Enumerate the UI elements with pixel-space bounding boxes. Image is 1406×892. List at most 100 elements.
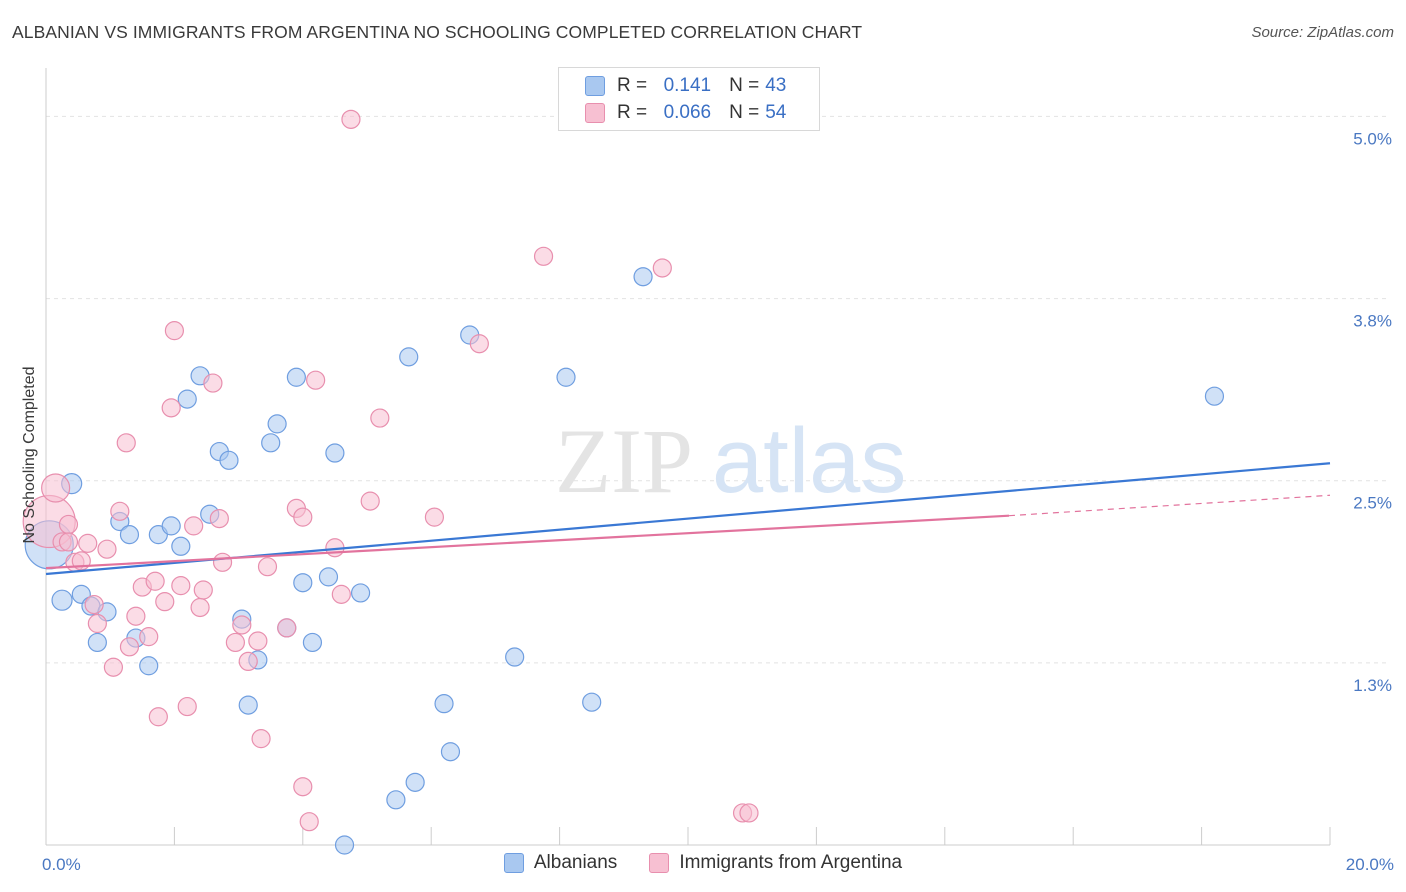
tick-labels: 1.3% 2.5% 3.8% 5.0% 0.0% 20.0% [42, 129, 1394, 874]
point-albanians [171, 536, 191, 556]
trend-line-argentina-extension [1008, 494, 1331, 517]
watermark: ZIP atlas [555, 410, 906, 512]
point-argentina [652, 258, 672, 278]
point-argentina [257, 557, 278, 577]
chart-title: ALBANIAN VS IMMIGRANTS FROM ARGENTINA NO… [12, 22, 863, 42]
point-argentina [306, 370, 326, 390]
point-albanians [440, 742, 461, 762]
legend-row-albanians: R = 0.141 N = 43 [585, 74, 786, 98]
x-tick-label: 20.0% [1346, 855, 1394, 874]
correlation-legend: R = 0.141 N = 43 R = 0.066 N = 54 [558, 67, 820, 131]
points-layer [22, 109, 1225, 855]
point-argentina [78, 533, 98, 553]
y-axis-label: No Schooling Completed [21, 367, 38, 544]
point-albanians [286, 367, 306, 387]
legend-row-argentina: R = 0.066 N = 54 [585, 101, 786, 125]
point-argentina [238, 651, 258, 672]
point-albanians [334, 835, 355, 855]
legend-swatch-albanians [585, 76, 605, 96]
point-albanians [399, 347, 419, 367]
point-albanians [302, 632, 323, 653]
legend-swatch-albanians [503, 853, 524, 873]
point-argentina [87, 613, 107, 634]
point-argentina [360, 491, 380, 511]
point-argentina [203, 373, 223, 393]
legend-n-value: 54 [765, 102, 787, 123]
point-argentina [148, 707, 168, 727]
legend-n-label: N = [729, 75, 760, 96]
point-argentina [248, 631, 268, 651]
point-argentina [193, 580, 213, 600]
point-albanians [119, 525, 140, 545]
point-argentina [97, 539, 117, 559]
point-albanians [51, 589, 73, 611]
grid-lines [46, 115, 1390, 664]
series-legend: Albanians Immigrants from Argentina [0, 852, 1406, 874]
point-argentina [161, 398, 181, 418]
point-argentina [299, 812, 319, 832]
point-albanians [238, 695, 258, 715]
legend-r-value: 0.141 [663, 75, 712, 96]
point-argentina [293, 507, 313, 527]
point-albanians [318, 567, 339, 587]
point-argentina [155, 592, 175, 612]
point-argentina [164, 321, 184, 341]
point-albanians [386, 790, 406, 810]
point-albanians [582, 692, 602, 712]
point-albanians [261, 433, 281, 453]
watermark-zip: ZIP [555, 410, 693, 512]
point-argentina [225, 632, 245, 653]
point-albanians [405, 772, 425, 792]
point-albanians [505, 647, 525, 667]
y-tick-label: 1.3% [1353, 676, 1392, 695]
y-tick-label: 2.5% [1353, 494, 1392, 513]
axes [45, 68, 1331, 846]
point-argentina [533, 246, 554, 266]
point-argentina [126, 606, 146, 626]
point-albanians [161, 516, 181, 536]
point-argentina [177, 696, 197, 717]
point-argentina [58, 532, 79, 552]
legend-item-argentina: Immigrants from Argentina [649, 852, 902, 874]
legend-n-value: 43 [765, 75, 787, 96]
point-argentina [739, 803, 759, 823]
point-argentina [110, 501, 130, 521]
point-argentina [103, 657, 124, 677]
point-argentina [116, 433, 136, 453]
point-albanians [139, 656, 159, 676]
point-argentina [232, 615, 252, 635]
source-label: Source: ZipAtlas.com [1251, 24, 1394, 41]
point-argentina [190, 597, 210, 618]
legend-swatch-argentina [585, 103, 605, 123]
point-argentina [209, 508, 229, 529]
legend-item-albanians: Albanians [503, 852, 617, 874]
point-argentina [84, 594, 104, 615]
point-albanians [87, 632, 107, 653]
point-argentina [424, 507, 445, 527]
legend-r-value: 0.066 [663, 102, 712, 123]
trend-lines [45, 462, 1331, 576]
point-argentina [293, 777, 313, 797]
point-argentina [212, 552, 233, 572]
point-argentina [469, 334, 489, 354]
point-argentina [41, 473, 71, 503]
legend-label-argentina: Immigrants from Argentina [679, 852, 903, 873]
watermark-atlas: atlas [712, 410, 906, 512]
trend-line-argentina [45, 514, 1010, 570]
point-argentina [370, 408, 390, 428]
legend-r-label: R = [617, 75, 648, 96]
point-albanians [1204, 386, 1225, 406]
legend-swatch-argentina [649, 853, 670, 873]
point-argentina [341, 109, 361, 129]
legend-n-label: N = [729, 102, 760, 123]
point-argentina [171, 576, 191, 596]
x-tick-label: 0.0% [42, 855, 81, 874]
point-argentina [251, 729, 271, 749]
y-tick-label: 3.8% [1353, 312, 1392, 331]
point-argentina [139, 627, 159, 647]
point-albanians [633, 267, 653, 287]
point-argentina [184, 516, 204, 536]
legend-r-label: R = [617, 102, 648, 123]
point-albanians [434, 694, 454, 714]
